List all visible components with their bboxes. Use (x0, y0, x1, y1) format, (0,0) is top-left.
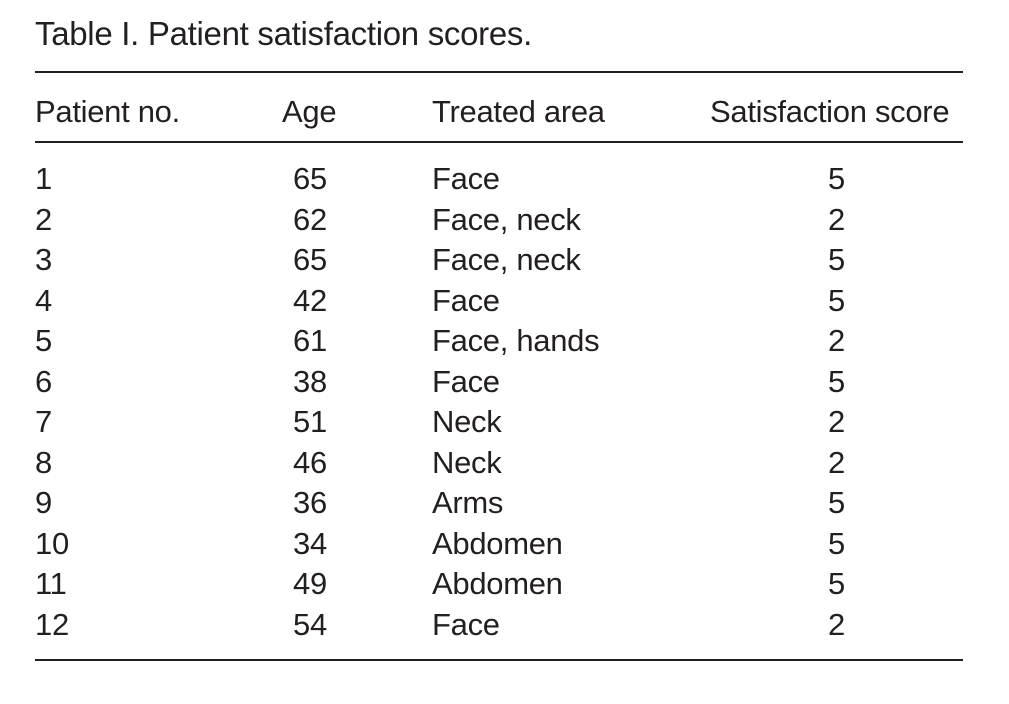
cell-treated-area: Arms (432, 485, 504, 520)
table-row: 4 42 Face 5 (35, 281, 963, 322)
table-row: 7 51 Neck 2 (35, 402, 963, 443)
cell-patient-no: 6 (35, 363, 52, 399)
table-row: 9 36 Arms 5 (35, 483, 963, 524)
cell-patient-no: 1 (35, 161, 52, 196)
table-caption: Table I. Patient satisfaction scores. (35, 15, 532, 52)
cell-patient-no: 11 (35, 566, 67, 601)
cell-age: 46 (293, 444, 327, 480)
cell-age: 34 (293, 525, 327, 561)
cell-patient-no: 12 (35, 606, 69, 642)
cell-patient-no: 9 (35, 485, 52, 520)
cell-satisfaction-score: 5 (828, 242, 845, 277)
cell-satisfaction-score: 5 (828, 485, 845, 520)
cell-age: 51 (293, 404, 327, 439)
table-row: 3 65 Face, neck 5 (35, 240, 963, 281)
cell-treated-area: Face (432, 161, 500, 196)
cell-treated-area: Neck (432, 444, 502, 480)
cell-patient-no: 2 (35, 201, 52, 237)
cell-age: 62 (293, 201, 327, 237)
table-row: 10 34 Abdomen 5 (35, 524, 963, 565)
patient-satisfaction-table: Patient no. Age Treated area Satisfactio… (35, 71, 963, 661)
cell-treated-area: Face, neck (432, 242, 581, 277)
cell-age: 49 (293, 566, 327, 601)
table-row: 12 54 Face 2 (35, 605, 963, 661)
cell-satisfaction-score: 5 (828, 566, 845, 601)
cell-satisfaction-score: 2 (828, 606, 845, 642)
cell-treated-area: Face, neck (432, 201, 581, 237)
cell-satisfaction-score: 2 (828, 444, 845, 480)
table-header: Patient no. Age Treated area Satisfactio… (35, 72, 963, 143)
cell-age: 65 (293, 242, 327, 277)
cell-patient-no: 4 (35, 282, 52, 318)
cell-satisfaction-score: 5 (828, 161, 845, 196)
header-row: Patient no. Age Treated area Satisfactio… (35, 72, 963, 143)
cell-treated-area: Abdomen (432, 525, 563, 561)
cell-treated-area: Face (432, 606, 500, 642)
cell-patient-no: 7 (35, 404, 52, 439)
cell-age: 54 (293, 606, 327, 642)
cell-satisfaction-score: 5 (828, 363, 845, 399)
table-row: 6 38 Face 5 (35, 362, 963, 403)
cell-age: 38 (293, 363, 327, 399)
cell-age: 65 (293, 161, 327, 196)
cell-treated-area: Abdomen (432, 566, 563, 601)
cell-treated-area: Face (432, 282, 500, 318)
column-header-age: Age (282, 72, 432, 143)
cell-satisfaction-score: 5 (828, 282, 845, 318)
cell-patient-no: 10 (35, 525, 69, 561)
table-row: 5 61 Face, hands 2 (35, 321, 963, 362)
table-body: 1 65 Face 5 2 62 Face, neck 2 3 65 Face,… (35, 142, 963, 660)
cell-age: 61 (293, 323, 327, 358)
cell-treated-area: Neck (432, 404, 502, 439)
cell-satisfaction-score: 2 (828, 404, 845, 439)
cell-patient-no: 5 (35, 323, 52, 358)
cell-satisfaction-score: 5 (828, 525, 845, 561)
cell-treated-area: Face, hands (432, 323, 600, 358)
table-row: 8 46 Neck 2 (35, 443, 963, 484)
cell-patient-no: 8 (35, 444, 52, 480)
cell-age: 42 (293, 282, 327, 318)
cell-satisfaction-score: 2 (828, 323, 845, 358)
table-row: 2 62 Face, neck 2 (35, 200, 963, 241)
cell-treated-area: Face (432, 363, 500, 399)
cell-satisfaction-score: 2 (828, 201, 845, 237)
cell-patient-no: 3 (35, 242, 52, 277)
column-header-satisfaction-score: Satisfaction score (710, 72, 963, 143)
table-row: 11 49 Abdomen 5 (35, 564, 963, 605)
cell-age: 36 (293, 485, 327, 520)
table-row: 1 65 Face 5 (35, 142, 963, 200)
column-header-treated-area: Treated area (432, 72, 710, 143)
column-header-patient-no: Patient no. (35, 72, 282, 143)
